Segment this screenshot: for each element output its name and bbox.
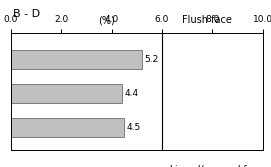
Text: B - D: B - D — [13, 9, 40, 19]
Text: (%): (%) — [98, 15, 115, 25]
Text: 4.5: 4.5 — [127, 123, 141, 132]
Bar — [11, 50, 142, 69]
Text: Flush face: Flush face — [182, 15, 232, 25]
Text: Lipped/grooved face: Lipped/grooved face — [170, 165, 263, 167]
Bar — [11, 119, 124, 137]
Text: 4.4: 4.4 — [124, 89, 138, 98]
Bar — [11, 84, 122, 103]
Text: 5.2: 5.2 — [144, 55, 159, 64]
